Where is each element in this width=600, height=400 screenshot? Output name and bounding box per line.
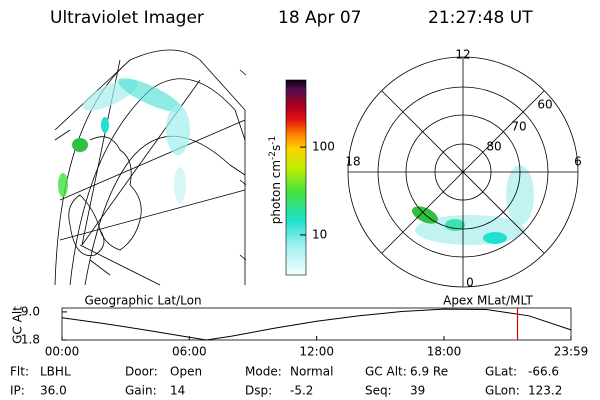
mlt-label: 12 <box>455 48 470 62</box>
panel-label: Apex MLat/MLT <box>443 294 533 308</box>
field-value: 6.9 Re <box>410 365 448 379</box>
date: 18 Apr 07 <box>278 8 361 28</box>
time: 21:27:48 UT <box>428 8 533 28</box>
field-label: GLon: <box>485 384 520 398</box>
field-label: GLat: <box>485 365 517 379</box>
polar-plot <box>347 56 579 288</box>
field-value: Normal <box>290 365 333 379</box>
field-value: -5.2 <box>290 384 313 398</box>
field-value: 14 <box>170 384 185 398</box>
x-tick-label: 18:00 <box>427 345 462 359</box>
field-value: LBHL <box>40 365 71 379</box>
lat-label: 70 <box>511 120 526 134</box>
mlt-label: 18 <box>345 155 360 169</box>
mlt-label: 0 <box>466 276 474 290</box>
field-value: Open <box>170 365 202 379</box>
field-value: 39 <box>410 384 425 398</box>
x-tick-label: 00:00 <box>45 345 80 359</box>
field-label: Door: <box>125 365 158 379</box>
colorbar-label: photon cm-2s-1 <box>268 136 283 225</box>
field-label: Dsp: <box>245 384 272 398</box>
field-label: IP: <box>10 384 25 398</box>
colorbar-tick-label: 100 <box>312 140 335 154</box>
altitude-frame <box>61 307 572 341</box>
y-axis-label: GC Alt <box>11 306 25 344</box>
lat-label: 80 <box>486 140 501 154</box>
lat-label: 60 <box>537 98 552 112</box>
title: Ultraviolet Imager <box>50 8 204 28</box>
x-tick-label: 23:59 <box>554 345 589 359</box>
field-value: -66.6 <box>528 365 559 379</box>
field-label: Seq: <box>365 384 392 398</box>
colorbar-tick-label: 10 <box>312 227 327 241</box>
field-value: 36.0 <box>40 384 67 398</box>
x-tick-label: 12:00 <box>299 345 334 359</box>
y-tick-label: 9.0 <box>21 304 40 318</box>
field-label: Mode: <box>245 365 282 379</box>
x-tick-label: 06:00 <box>172 345 207 359</box>
colorbar-unit: photon cm <box>269 160 283 224</box>
colorbar-exp: -2 <box>268 151 278 160</box>
geographic-map <box>54 49 247 286</box>
field-value: 123.2 <box>528 384 562 398</box>
y-tick-label: 1.8 <box>21 333 40 347</box>
panel-label: Geographic Lat/Lon <box>84 294 201 308</box>
colorbar-exp: -1 <box>268 136 278 145</box>
field-label: Gain: <box>125 384 157 398</box>
field-label: Flt: <box>10 365 29 379</box>
colorbar <box>285 79 307 276</box>
field-label: GC Alt: <box>365 365 407 379</box>
altitude-line <box>61 308 572 341</box>
mlt-label: 6 <box>574 155 582 169</box>
colorbar-unit: s <box>269 145 283 151</box>
